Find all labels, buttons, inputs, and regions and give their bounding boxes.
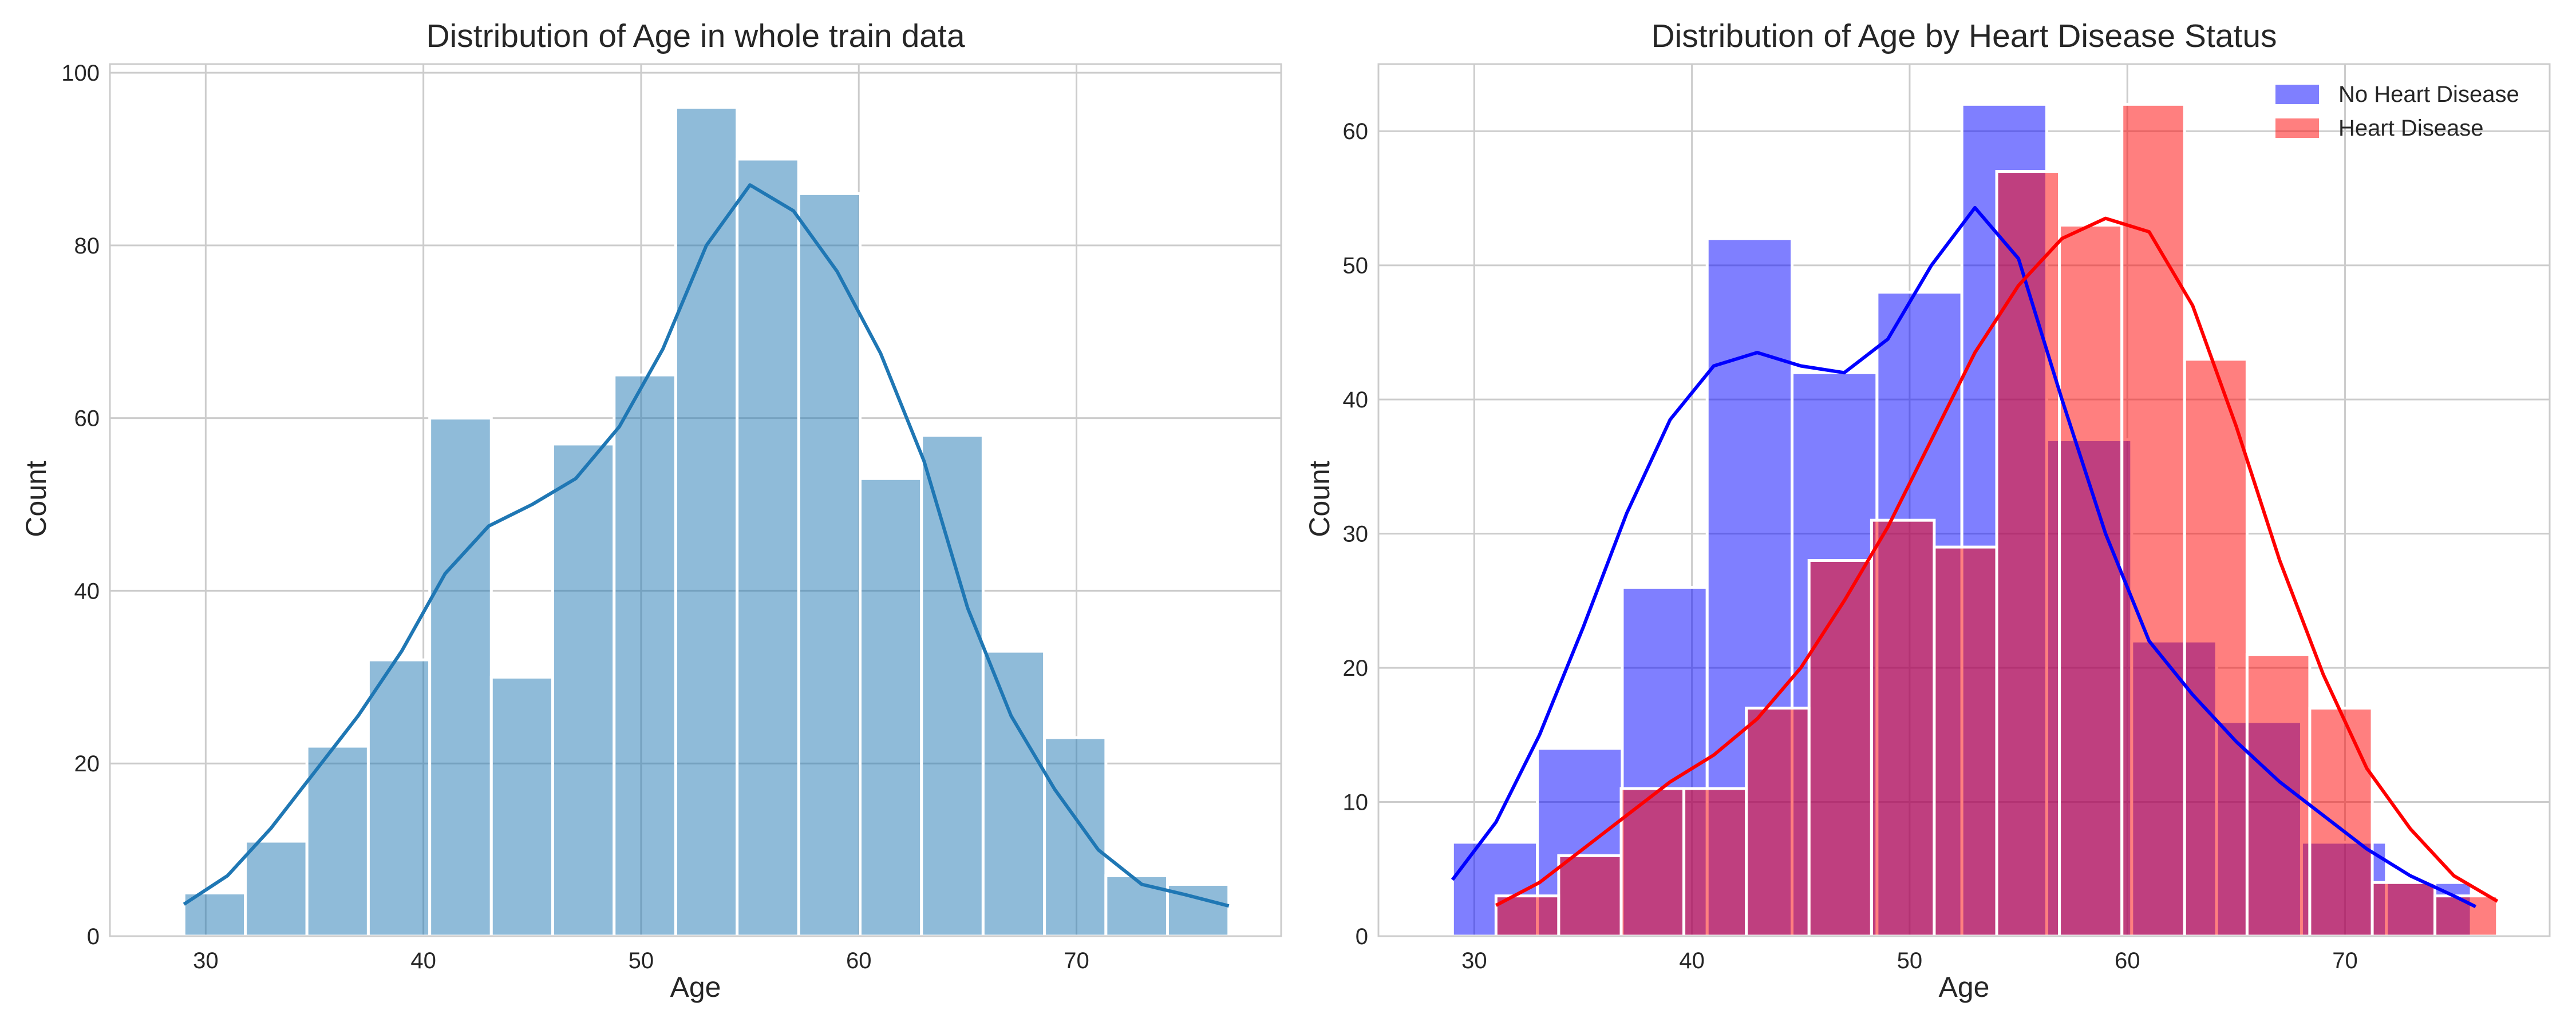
bar xyxy=(244,839,309,938)
y-tick-label: 40 xyxy=(1343,387,1369,413)
right-histogram-panel: 30 40 50 60 70 0 10 20 30 40 50 60 Distribution of… xyxy=(1303,18,2551,1003)
bar-series-1 xyxy=(2370,881,2437,938)
y-tick-label: 50 xyxy=(1343,253,1369,279)
x-tick-labels: 30 40 50 60 70 xyxy=(193,948,1089,973)
kde-curves xyxy=(183,183,1230,908)
x-tick-label: 50 xyxy=(629,948,654,973)
bar xyxy=(674,105,739,938)
x-tick-label: 60 xyxy=(2115,948,2140,973)
y-tick-label: 100 xyxy=(61,61,100,86)
bar xyxy=(551,442,616,938)
x-tick-label: 50 xyxy=(1897,948,1923,973)
bar xyxy=(1043,736,1108,938)
axes-frame xyxy=(1377,63,2551,937)
legend: No Heart Disease Heart Disease xyxy=(2275,82,2519,141)
y-tick-label: 80 xyxy=(74,233,100,259)
bar-series-1 xyxy=(1933,545,1998,938)
y-tick-label: 20 xyxy=(74,751,100,777)
y-tick-labels: 0 20 40 60 80 100 xyxy=(61,61,100,949)
x-tick-label: 30 xyxy=(1461,948,1487,973)
bar xyxy=(489,675,555,938)
x-tick-label: 40 xyxy=(410,948,436,973)
x-tick-label: 30 xyxy=(193,948,219,973)
y-tick-label: 0 xyxy=(1356,924,1368,949)
y-axis-label: Count xyxy=(1303,461,1336,537)
x-tick-label: 70 xyxy=(2332,948,2358,973)
x-tick-labels: 30 40 50 60 70 xyxy=(1461,948,2358,973)
chart-title: Distribution of Age by Heart Disease Sta… xyxy=(1651,18,2277,54)
y-tick-label: 60 xyxy=(1343,119,1369,144)
bar xyxy=(736,157,800,938)
y-tick-label: 20 xyxy=(1343,656,1369,681)
bar xyxy=(1104,874,1169,938)
y-axis-label: Count xyxy=(20,461,52,537)
legend-label-no-heart-disease: No Heart Disease xyxy=(2338,82,2519,107)
bar-series-1 xyxy=(2308,706,2374,938)
bar-series-1 xyxy=(2120,102,2186,938)
left-histogram-panel: 30 40 50 60 70 0 20 40 60 80 100 Distribution of … xyxy=(20,18,1282,1003)
bar xyxy=(981,649,1046,938)
kde-curves xyxy=(1451,205,2499,909)
bar xyxy=(613,373,677,938)
bar-series-1 xyxy=(1745,706,1811,938)
x-axis-label: Age xyxy=(670,971,721,1003)
legend-swatch-heart-disease xyxy=(2275,118,2319,138)
bars xyxy=(182,105,1231,938)
bar xyxy=(797,192,862,938)
y-tick-label: 30 xyxy=(1343,522,1369,547)
bar-series-1 xyxy=(1682,787,1748,938)
bar xyxy=(428,417,493,938)
kde-line xyxy=(1451,205,2477,909)
bar xyxy=(859,477,923,938)
x-tick-label: 60 xyxy=(846,948,872,973)
bar-series-1 xyxy=(2245,653,2312,938)
bar-series-1 xyxy=(1807,559,1873,938)
y-tick-label: 10 xyxy=(1343,790,1369,815)
axes-frame xyxy=(109,63,1282,937)
bar xyxy=(920,434,985,938)
y-tick-label: 40 xyxy=(74,579,100,604)
axes-border xyxy=(109,63,1282,937)
bar xyxy=(366,658,432,938)
y-tick-labels: 0 10 20 30 40 50 60 xyxy=(1343,119,1369,949)
bar-series-1 xyxy=(1494,894,1560,938)
chart-title: Distribution of Age in whole train data xyxy=(426,18,965,54)
kde-line xyxy=(183,183,1230,908)
x-tick-label: 70 xyxy=(1064,948,1089,973)
legend-label-heart-disease: Heart Disease xyxy=(2338,116,2483,141)
axes-border xyxy=(1377,63,2551,937)
legend-swatch-no-heart-disease xyxy=(2275,85,2319,104)
bar-series-1 xyxy=(2183,358,2249,938)
y-tick-label: 0 xyxy=(87,924,100,949)
y-tick-label: 60 xyxy=(74,406,100,431)
bar xyxy=(305,744,370,938)
bar-series-1 xyxy=(1557,854,1623,938)
x-tick-label: 40 xyxy=(1679,948,1705,973)
x-axis-label: Age xyxy=(1939,971,1990,1003)
bar-series-1 xyxy=(1870,518,1936,938)
bar-series-1 xyxy=(2058,223,2124,938)
kde-line xyxy=(1495,216,2499,907)
